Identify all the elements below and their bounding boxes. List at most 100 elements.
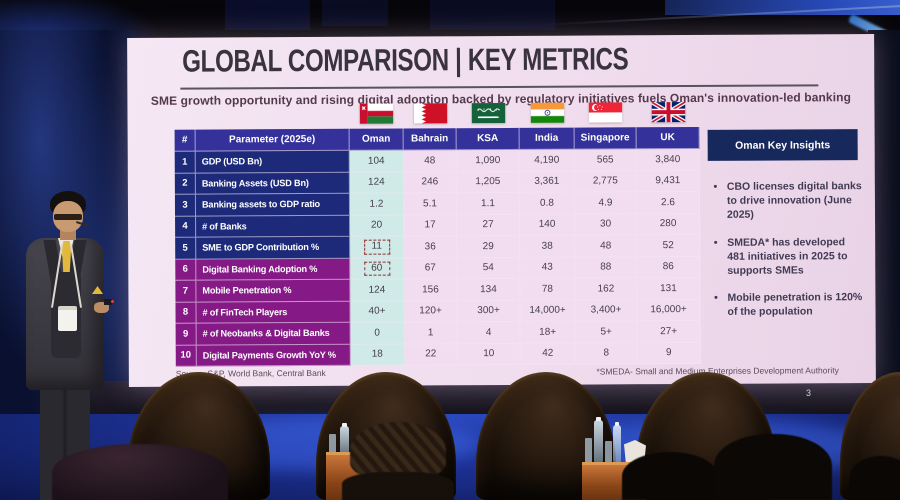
value-cell: 280 [637, 213, 701, 236]
value-cell: 14,000+ [520, 300, 576, 322]
value-cell: 48 [403, 150, 457, 173]
value-cell: 2,775 [574, 170, 637, 193]
row-number: 9 [175, 323, 197, 346]
value-cell: 67 [404, 257, 458, 280]
value-cell: 52 [637, 234, 701, 257]
value-cell: 30 [575, 213, 638, 236]
value-cell: 3,840 [636, 148, 700, 171]
title-divider [180, 84, 819, 90]
column-header-bahrain: Bahrain [403, 128, 457, 151]
value-cell: 27 [457, 214, 521, 237]
value-cell: 42 [520, 343, 576, 365]
water-bottle [613, 422, 621, 462]
column-header-oman: Oman [349, 128, 404, 151]
column-header-ksa: KSA [456, 127, 520, 151]
projection-screen: GLOBAL COMPARISON | KEY METRICS SME grow… [127, 34, 876, 387]
audience-head-turban [342, 422, 454, 500]
row-label: # of FinTech Players [196, 301, 351, 324]
water-glass [585, 438, 592, 463]
conference-badge [58, 306, 77, 331]
flags-row [174, 101, 699, 126]
row-number: 10 [175, 345, 197, 367]
value-cell: 16,000+ [637, 299, 701, 322]
value-cell: 54 [457, 257, 521, 280]
value-cell: 131 [637, 277, 701, 300]
row-number: 7 [175, 280, 197, 303]
value-cell: 3,361 [519, 171, 575, 193]
value-cell: 86 [637, 256, 701, 279]
insights-list: CBO licenses digital banks to drive inno… [713, 179, 864, 332]
row-number: 2 [174, 173, 196, 195]
value-cell: 0 [350, 322, 405, 345]
column-header-uk: UK [636, 126, 700, 150]
column-header-singapore: Singapore [574, 127, 637, 150]
row-number: 3 [174, 194, 197, 217]
value-cell: 38 [520, 235, 576, 258]
row-label: Digital Banking Adoption % [196, 258, 351, 281]
value-cell: 27+ [637, 320, 701, 343]
value-cell: 156 [404, 279, 458, 302]
water-glass [329, 434, 336, 454]
value-cell: 18+ [520, 321, 576, 344]
row-label: Banking Assets (USD Bn) [195, 172, 350, 195]
value-cell: 4 [457, 321, 521, 344]
column-header-num: # [174, 129, 196, 152]
bahrain-flag-icon [403, 102, 456, 124]
slide-page-number: 3 [806, 388, 812, 398]
blue-light-bar [665, 0, 900, 15]
insight-bullet: SMEDA* has developed 481 initiatives in … [727, 235, 863, 278]
value-cell: 36 [404, 236, 458, 259]
row-number: 8 [175, 302, 197, 324]
value-cell: 9 [637, 342, 701, 365]
value-cell: 0.8 [519, 192, 576, 215]
insight-bullet: Mobile penetration is 120% of the popula… [727, 290, 863, 319]
row-number: 1 [174, 151, 196, 174]
audience-head [52, 444, 228, 500]
row-label: # of Neobanks & Digital Banks [196, 322, 351, 346]
highlight-dashed-box: 11 [363, 239, 390, 255]
value-cell: 40+ [350, 301, 405, 323]
ksa-flag-icon [456, 102, 519, 124]
insights-title: Oman Key Insights [707, 129, 858, 161]
stage-truss [430, 0, 555, 30]
value-cell: 17 [404, 214, 458, 237]
value-cell: 22 [404, 343, 458, 366]
slide: GLOBAL COMPARISON | KEY METRICS SME grow… [127, 34, 876, 387]
india-flag-icon [519, 102, 574, 124]
value-cell: 43 [520, 257, 576, 279]
insight-bullet: CBO licenses digital banks to drive inno… [727, 179, 863, 222]
row-label: # of Banks [196, 215, 351, 238]
value-cell: 246 [403, 171, 457, 194]
row-number: 5 [175, 237, 197, 260]
row-label: Banking assets to GDP ratio [195, 193, 351, 217]
column-header-india: India [519, 127, 575, 150]
value-cell: 124 [349, 172, 404, 194]
audience-head [622, 452, 718, 500]
value-cell: 134 [457, 278, 521, 301]
value-cell: 104 [349, 150, 404, 173]
row-label: SME to GDP Contribution % [196, 236, 351, 260]
row-label: Mobile Penetration % [196, 279, 351, 303]
water-bottle [594, 417, 603, 462]
row-label: Digital Payments Growth YoY % [196, 344, 351, 367]
audience-head [714, 434, 832, 500]
value-cell: 20 [350, 215, 405, 237]
value-cell: 5.1 [403, 193, 458, 216]
value-cell: 60 [350, 258, 405, 280]
metrics-table: # Parameter (2025e) Oman Bahrain KSA India Sin… [174, 126, 701, 367]
row-number: 4 [175, 216, 197, 238]
value-cell: 10 [457, 343, 521, 366]
uk-flag-icon [636, 101, 699, 123]
column-header-parameter: Parameter (2025e) [195, 128, 350, 152]
water-glass [605, 441, 612, 463]
value-cell: 124 [350, 279, 405, 302]
value-cell: 2.6 [636, 191, 701, 214]
value-cell: 4.9 [574, 192, 638, 215]
speaker-hand [94, 302, 109, 313]
value-cell: 300+ [457, 300, 521, 323]
value-cell: 9,431 [636, 170, 700, 193]
pocket-square [92, 286, 103, 294]
presenter-clicker [104, 299, 114, 305]
value-cell: 565 [574, 149, 637, 172]
